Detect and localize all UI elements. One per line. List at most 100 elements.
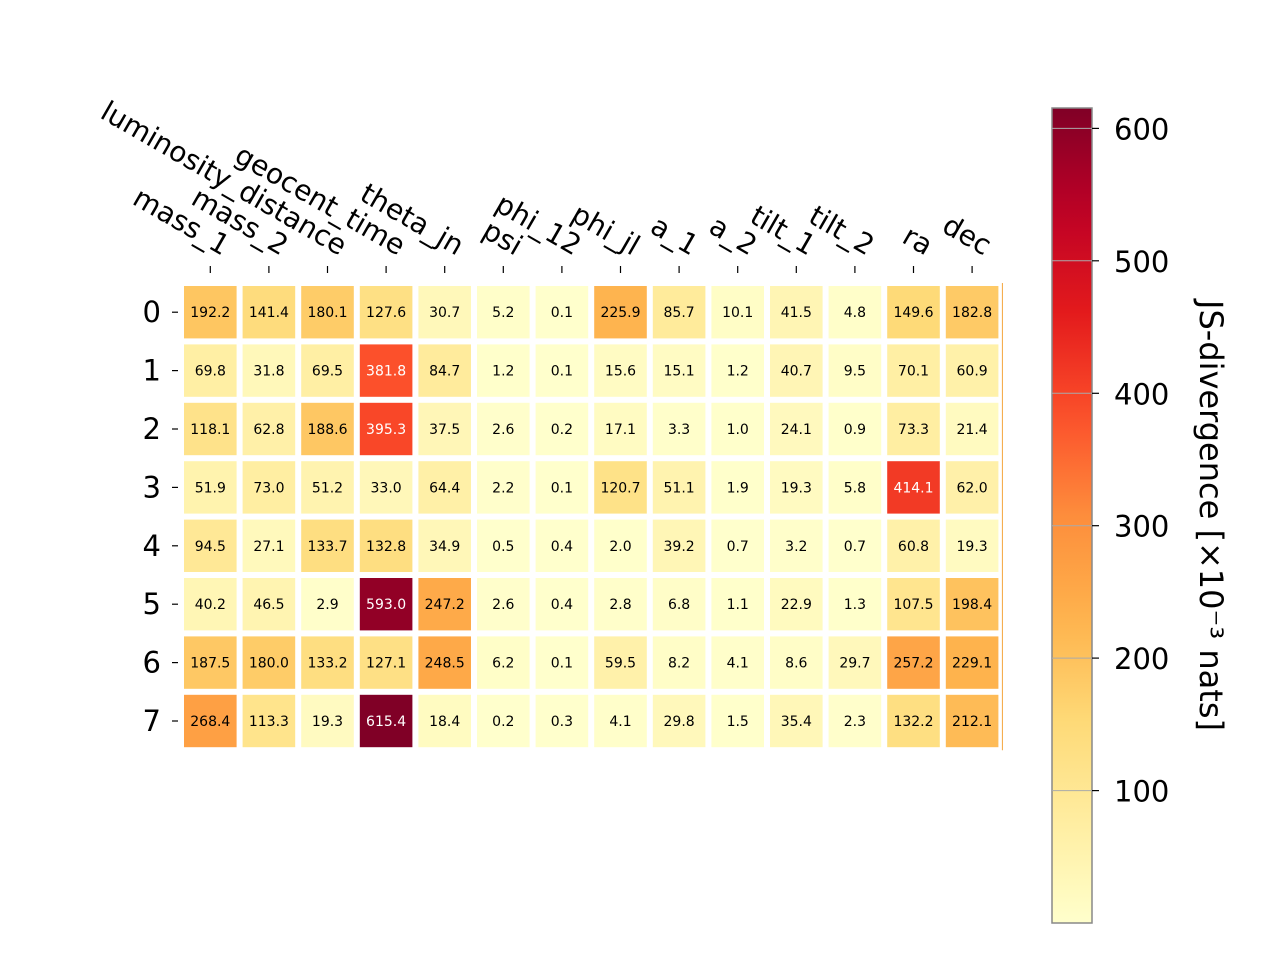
cell-value-label: 0.2 — [492, 714, 514, 730]
heatmap-cell — [242, 636, 296, 689]
heatmap-cell — [887, 694, 940, 748]
cell-value-label: 21.4 — [957, 422, 988, 438]
cell-value-label: 113.3 — [249, 714, 289, 730]
cell-value-label: 29.7 — [839, 656, 870, 672]
cell-value-label: 8.6 — [785, 656, 807, 672]
heatmap-cell — [945, 286, 999, 339]
heatmap-cell — [711, 344, 764, 397]
cell-value-label: 2.2 — [492, 480, 514, 496]
heatmap-cell — [770, 636, 823, 689]
heatmap-cell — [535, 461, 589, 514]
cell-value-label: 18.4 — [429, 714, 460, 730]
cell-value-label: 212.1 — [952, 714, 992, 730]
heatmap-cell — [828, 286, 882, 339]
colorbar-label: JS-divergence [×10⁻³ nats] — [1192, 298, 1230, 731]
cell-value-label: 395.3 — [366, 422, 406, 438]
cell-value-label: 1.3 — [844, 597, 866, 613]
x-tick-label: tilt_2 — [803, 199, 880, 262]
heatmap-cell — [359, 519, 413, 572]
cell-value-label: 593.0 — [366, 597, 406, 613]
heatmap-cell — [535, 286, 589, 339]
heatmap-cell — [594, 344, 647, 397]
heatmap-cell — [418, 694, 471, 748]
cell-value-label: 0.1 — [551, 656, 573, 672]
cell-value-label: 229.1 — [952, 656, 992, 672]
colorbar: 100 200 300 400 500 600 JS-divergence [×10⁻³ n… — [1051, 107, 1230, 924]
cell-value-label: 2.6 — [492, 422, 514, 438]
heatmap-cell — [652, 286, 706, 339]
y-tick-label: 0 — [143, 295, 161, 329]
heatmap-cell — [301, 578, 354, 631]
heatmap-cell — [945, 694, 999, 748]
cell-value-label: 27.1 — [253, 539, 284, 555]
y-tick-label: 3 — [143, 470, 161, 504]
cell-value-label: 73.3 — [898, 422, 929, 438]
heatmap-cell — [359, 344, 413, 397]
heatmap-cell — [770, 286, 823, 339]
cell-value-label: 198.4 — [952, 597, 992, 613]
heatmap-cell — [770, 344, 823, 397]
heatmap-cell — [945, 519, 999, 572]
heatmap-cell — [242, 578, 296, 631]
cell-value-label: 133.2 — [307, 656, 347, 672]
cell-value-label: 180.1 — [307, 305, 347, 321]
heatmap-cell — [711, 286, 764, 339]
cell-value-label: 182.8 — [952, 305, 992, 321]
cell-value-label: 118.1 — [190, 422, 230, 438]
heatmap-cell — [301, 402, 354, 456]
cell-value-label: 192.2 — [190, 305, 230, 321]
heatmap-cell — [242, 402, 296, 456]
colorbar-tick-label: 400 — [1114, 377, 1169, 411]
cell-value-label: 0.7 — [844, 539, 866, 555]
heatmap-cell — [359, 461, 413, 514]
colorbar-tick-label: 500 — [1114, 245, 1169, 279]
cell-value-label: 1.0 — [727, 422, 749, 438]
heatmap-cell — [535, 519, 589, 572]
colorbar-tick-label: 600 — [1114, 112, 1169, 146]
cell-value-label: 19.3 — [957, 539, 988, 555]
heatmap-cell — [594, 578, 647, 631]
y-tick-label: 2 — [143, 412, 161, 446]
cell-value-label: 6.8 — [668, 597, 690, 613]
cell-value-label: 414.1 — [893, 480, 933, 496]
cell-value-label: 9.5 — [844, 364, 866, 380]
heatmap-cell — [828, 578, 882, 631]
heatmap-cell — [711, 578, 764, 631]
y-tick-label: 4 — [143, 529, 161, 563]
cell-value-label: 1.5 — [727, 714, 749, 730]
heatmap-cell — [594, 636, 647, 689]
cell-value-label: 133.7 — [307, 539, 347, 555]
cell-value-label: 85.7 — [664, 305, 695, 321]
cell-value-label: 268.4 — [190, 714, 230, 730]
cell-value-label: 34.9 — [429, 539, 460, 555]
heatmap-cell — [184, 344, 237, 397]
heatmap-cell — [652, 344, 706, 397]
heatmap-cell — [945, 461, 999, 514]
cell-value-label: 84.7 — [429, 364, 460, 380]
heatmap-cell — [652, 519, 706, 572]
heatmap-cell — [242, 694, 296, 748]
cell-value-label: 69.8 — [195, 364, 226, 380]
cell-value-label: 4.1 — [609, 714, 631, 730]
cell-value-label: 24.1 — [781, 422, 812, 438]
heatmap-cell — [477, 402, 530, 456]
heatmap-cell — [184, 286, 237, 339]
heatmap-cell — [477, 461, 530, 514]
cell-value-label: 615.4 — [366, 714, 406, 730]
cell-value-label: 120.7 — [600, 480, 640, 496]
cell-value-label: 2.9 — [316, 597, 338, 613]
heatmap-cell — [301, 344, 354, 397]
heatmap-cell — [770, 519, 823, 572]
heatmap-cell — [418, 402, 471, 456]
cell-value-label: 127.6 — [366, 305, 406, 321]
cell-value-label: 35.4 — [781, 714, 812, 730]
colorbar-tick-label: 100 — [1114, 775, 1169, 809]
cell-value-label: 62.0 — [957, 480, 988, 496]
heatmap-cell — [359, 286, 413, 339]
cell-value-label: 29.8 — [664, 714, 695, 730]
heatmap-cell — [184, 636, 237, 689]
colorbar-tick-label: 300 — [1114, 510, 1169, 544]
heatmap-cell — [535, 636, 589, 689]
heatmap-cell — [711, 636, 764, 689]
